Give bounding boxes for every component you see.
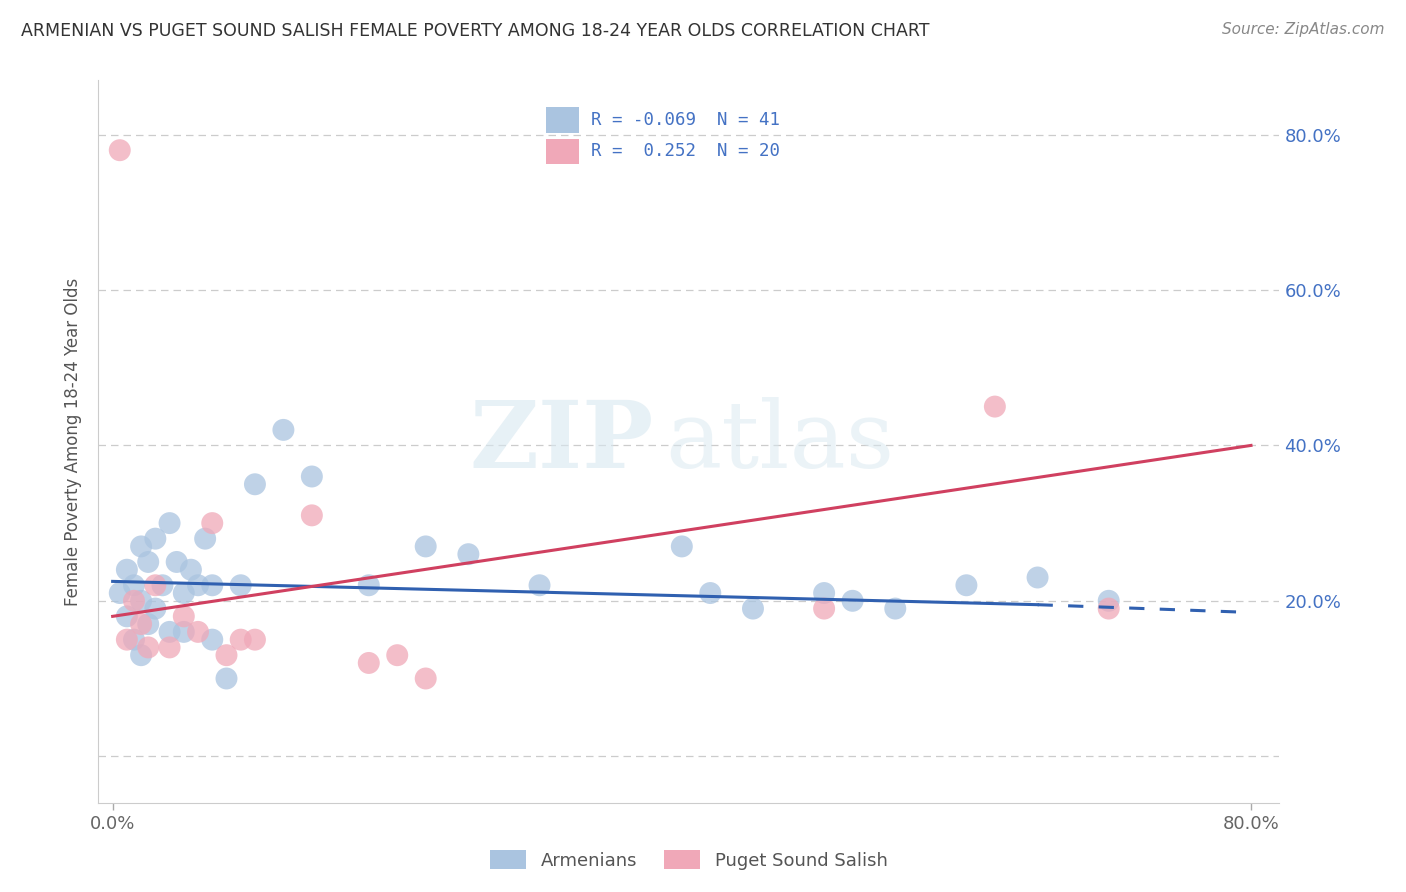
Point (529, 578, 551, 592)
Point (152, 578, 174, 592)
Point (742, 601, 765, 615)
Point (122, 594, 145, 608)
Point (1098, 601, 1121, 615)
Point (115, 609, 138, 624)
Point (136, 555, 159, 569)
Point (187, 624, 209, 639)
Point (108, 143, 131, 157)
Point (415, 672, 437, 686)
Point (841, 594, 863, 608)
Point (115, 632, 138, 647)
Point (387, 648, 409, 663)
Point (129, 617, 152, 632)
Legend: Armenians, Puget Sound Salish: Armenians, Puget Sound Salish (482, 843, 896, 877)
Point (273, 423, 295, 437)
Point (699, 586, 721, 600)
Point (884, 601, 907, 615)
Point (1098, 594, 1121, 608)
Point (301, 508, 323, 523)
Point (229, 578, 252, 592)
Point (108, 586, 131, 600)
FancyBboxPatch shape (546, 107, 579, 133)
Point (129, 540, 152, 554)
Text: R = -0.069  N = 41: R = -0.069 N = 41 (591, 111, 779, 129)
Point (159, 516, 181, 530)
Text: ZIP: ZIP (470, 397, 654, 486)
Point (671, 540, 693, 554)
Point (173, 624, 195, 639)
Point (243, 477, 266, 491)
Point (357, 578, 380, 592)
Point (301, 469, 323, 483)
Point (201, 516, 224, 530)
Point (229, 632, 252, 647)
Point (215, 648, 238, 663)
Point (173, 609, 195, 624)
Point (129, 648, 152, 663)
Point (984, 400, 1007, 414)
Text: R =  0.252  N = 20: R = 0.252 N = 20 (591, 143, 779, 161)
Point (357, 656, 380, 670)
Point (813, 586, 835, 600)
Point (129, 594, 152, 608)
Point (115, 563, 138, 577)
Point (215, 672, 238, 686)
Point (187, 578, 209, 592)
Point (201, 578, 224, 592)
Point (415, 540, 437, 554)
Point (955, 578, 977, 592)
Point (159, 624, 181, 639)
Point (194, 532, 217, 546)
Point (136, 640, 159, 655)
Point (143, 532, 166, 546)
Point (813, 601, 835, 615)
Point (457, 547, 479, 561)
Text: atlas: atlas (665, 397, 894, 486)
Text: Source: ZipAtlas.com: Source: ZipAtlas.com (1222, 22, 1385, 37)
Point (243, 632, 266, 647)
Point (143, 578, 166, 592)
Point (201, 632, 224, 647)
Text: ARMENIAN VS PUGET SOUND SALISH FEMALE POVERTY AMONG 18-24 YEAR OLDS CORRELATION : ARMENIAN VS PUGET SOUND SALISH FEMALE PO… (21, 22, 929, 40)
Point (173, 586, 195, 600)
Point (136, 617, 159, 632)
Point (180, 563, 202, 577)
Point (159, 640, 181, 655)
Point (122, 578, 145, 592)
Y-axis label: Female Poverty Among 18-24 Year Olds: Female Poverty Among 18-24 Year Olds (65, 277, 83, 606)
Point (1026, 570, 1049, 584)
Point (166, 555, 188, 569)
Point (122, 632, 145, 647)
Point (143, 601, 166, 615)
FancyBboxPatch shape (546, 139, 579, 164)
